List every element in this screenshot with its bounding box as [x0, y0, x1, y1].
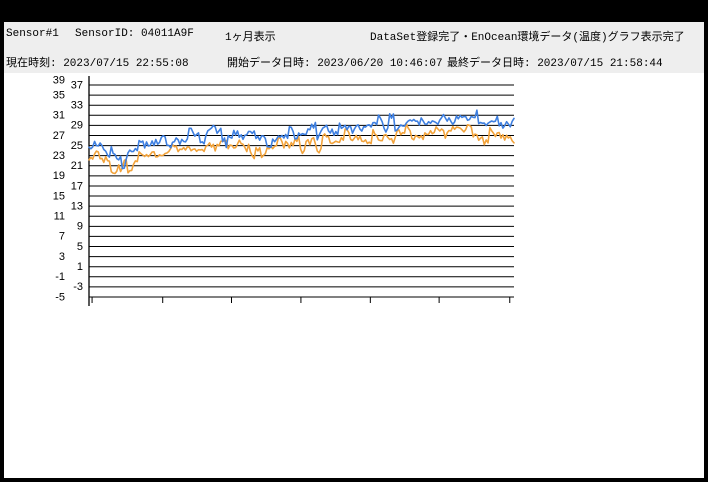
- svg-text:1: 1: [77, 261, 83, 273]
- svg-text:-1: -1: [55, 271, 65, 283]
- svg-text:9: 9: [77, 221, 83, 233]
- svg-text:11: 11: [54, 211, 65, 223]
- svg-text:17: 17: [71, 180, 83, 192]
- svg-text:37: 37: [71, 79, 83, 91]
- svg-text:13: 13: [71, 200, 83, 212]
- svg-text:31: 31: [53, 110, 65, 122]
- svg-text:7: 7: [59, 231, 65, 243]
- svg-text:39: 39: [53, 74, 65, 86]
- svg-text:23: 23: [53, 150, 65, 162]
- svg-text:-5: -5: [55, 291, 65, 303]
- svg-text:25: 25: [71, 140, 83, 152]
- svg-text:27: 27: [53, 130, 65, 142]
- svg-text:21: 21: [71, 160, 83, 172]
- svg-text:33: 33: [71, 99, 83, 111]
- svg-text:35: 35: [53, 89, 65, 101]
- svg-text:19: 19: [53, 170, 65, 182]
- svg-text:-3: -3: [73, 281, 83, 293]
- svg-text:3: 3: [59, 251, 65, 263]
- svg-text:5: 5: [77, 241, 83, 253]
- svg-text:15: 15: [53, 190, 65, 202]
- svg-text:29: 29: [71, 120, 83, 132]
